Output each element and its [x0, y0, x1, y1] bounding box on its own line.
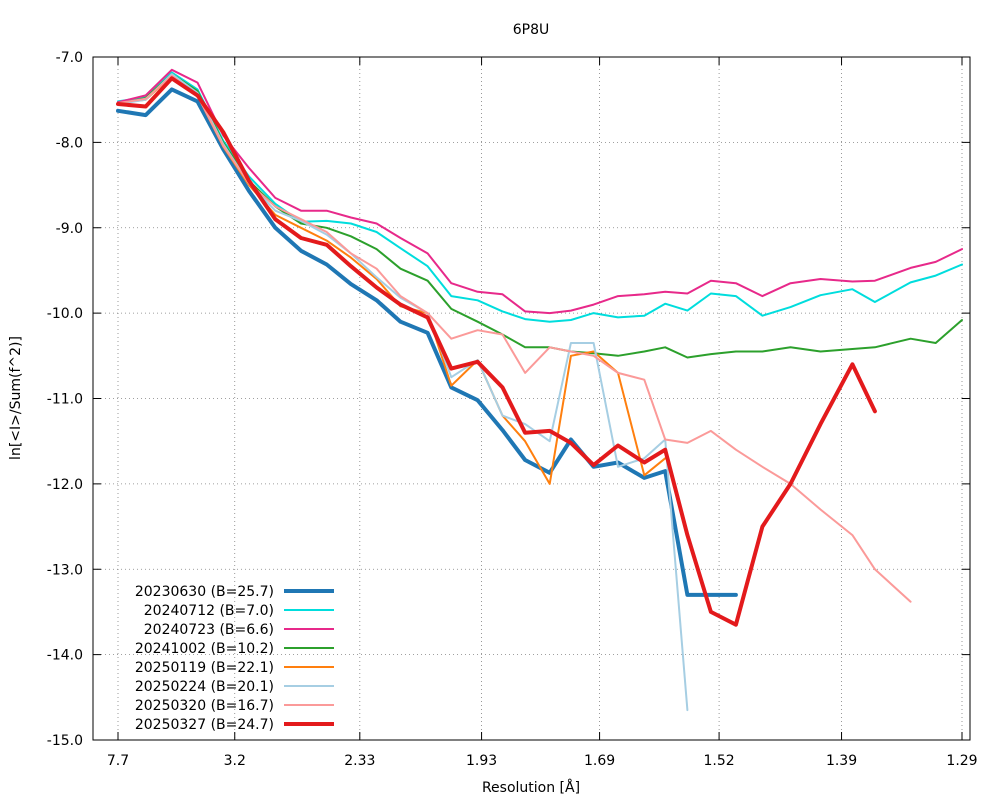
legend-label: 20240712 (B=7.0) — [144, 603, 274, 619]
y-tick-label: -13.0 — [47, 562, 83, 578]
y-tick-label: -9.0 — [56, 221, 83, 237]
x-tick-label: 7.7 — [107, 753, 129, 769]
y-tick-label: -12.0 — [47, 477, 83, 493]
x-tick-label: 1.29 — [946, 753, 977, 769]
y-tick-label: -14.0 — [47, 648, 83, 664]
series-lines — [116, 68, 963, 712]
legend-label: 20250224 (B=20.1) — [135, 679, 274, 695]
y-axis-title: ln[<I>/Sum(f^2)] — [8, 336, 24, 460]
y-tick-label: -11.0 — [47, 392, 83, 408]
legend-label: 20250119 (B=22.1) — [135, 660, 274, 676]
legend-label: 20230630 (B=25.7) — [135, 584, 274, 600]
y-tick-label: -7.0 — [56, 50, 83, 66]
x-axis-title: Resolution [Å] — [482, 779, 580, 796]
series-line-1 — [116, 87, 738, 597]
y-tick-label: -10.0 — [47, 306, 83, 322]
legend-label: 20241002 (B=10.2) — [135, 641, 274, 657]
legend: 20230630 (B=25.7) 20240712 (B=7.0) 2024072… — [135, 584, 334, 733]
legend-label: 20240723 (B=6.6) — [144, 622, 274, 638]
axis-ticks: -15.0 -14.0 -13.0 -12.0 -11.0 -10.0 -9.0 -8.0 -7… — [47, 50, 978, 769]
series-line-2 — [117, 71, 963, 323]
x-tick-label: 1.39 — [826, 753, 857, 769]
x-tick-label: 1.52 — [703, 753, 734, 769]
series-line-3 — [117, 68, 963, 315]
chart-title: 6P8U — [513, 22, 550, 38]
x-tick-label: 3.2 — [224, 753, 246, 769]
x-tick-label: 2.33 — [344, 753, 375, 769]
legend-label: 20250327 (B=24.7) — [135, 717, 274, 733]
x-tick-label: 1.93 — [466, 753, 497, 769]
x-tick-label: 1.69 — [584, 753, 615, 769]
y-tick-label: -15.0 — [47, 733, 83, 749]
y-tick-label: -8.0 — [56, 135, 83, 151]
legend-label: 20250320 (B=16.7) — [135, 698, 274, 714]
series-line-8 — [116, 76, 877, 627]
